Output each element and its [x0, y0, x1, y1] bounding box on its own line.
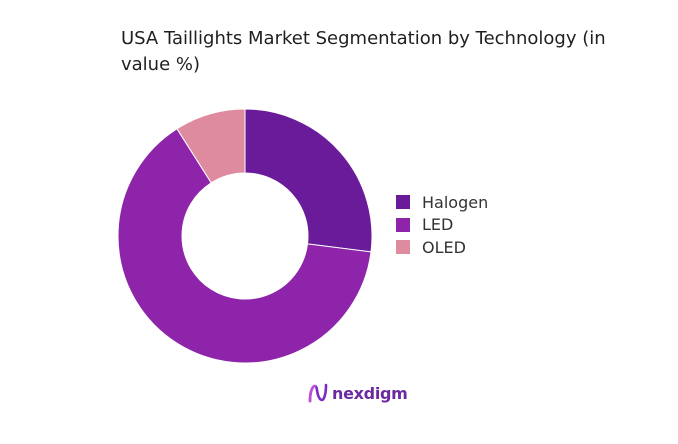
- donut-slice-led: [117, 128, 372, 364]
- legend-label-oled: OLED: [422, 237, 466, 257]
- donut-slice-halogen: [244, 108, 373, 253]
- legend-item-halogen: Halogen: [396, 191, 488, 214]
- chart-title: USA Taillights Market Segmentation by Te…: [121, 28, 606, 75]
- nexdigm-logo-icon: [308, 383, 328, 403]
- legend-label-halogen: Halogen: [422, 192, 489, 212]
- donut-slices: [117, 108, 373, 364]
- legend-item-oled: OLED: [396, 236, 488, 259]
- donut-slice-oled: [176, 108, 246, 184]
- legend: Halogen LED OLED: [396, 191, 488, 259]
- brand-name: nexdigm: [332, 383, 408, 403]
- legend-swatch-oled: [396, 240, 410, 255]
- legend-swatch-led: [396, 217, 410, 232]
- brand-logo: nexdigm: [307, 382, 408, 404]
- legend-label-led: LED: [422, 215, 454, 235]
- legend-swatch-halogen: [396, 195, 410, 210]
- legend-item-led: LED: [396, 214, 488, 237]
